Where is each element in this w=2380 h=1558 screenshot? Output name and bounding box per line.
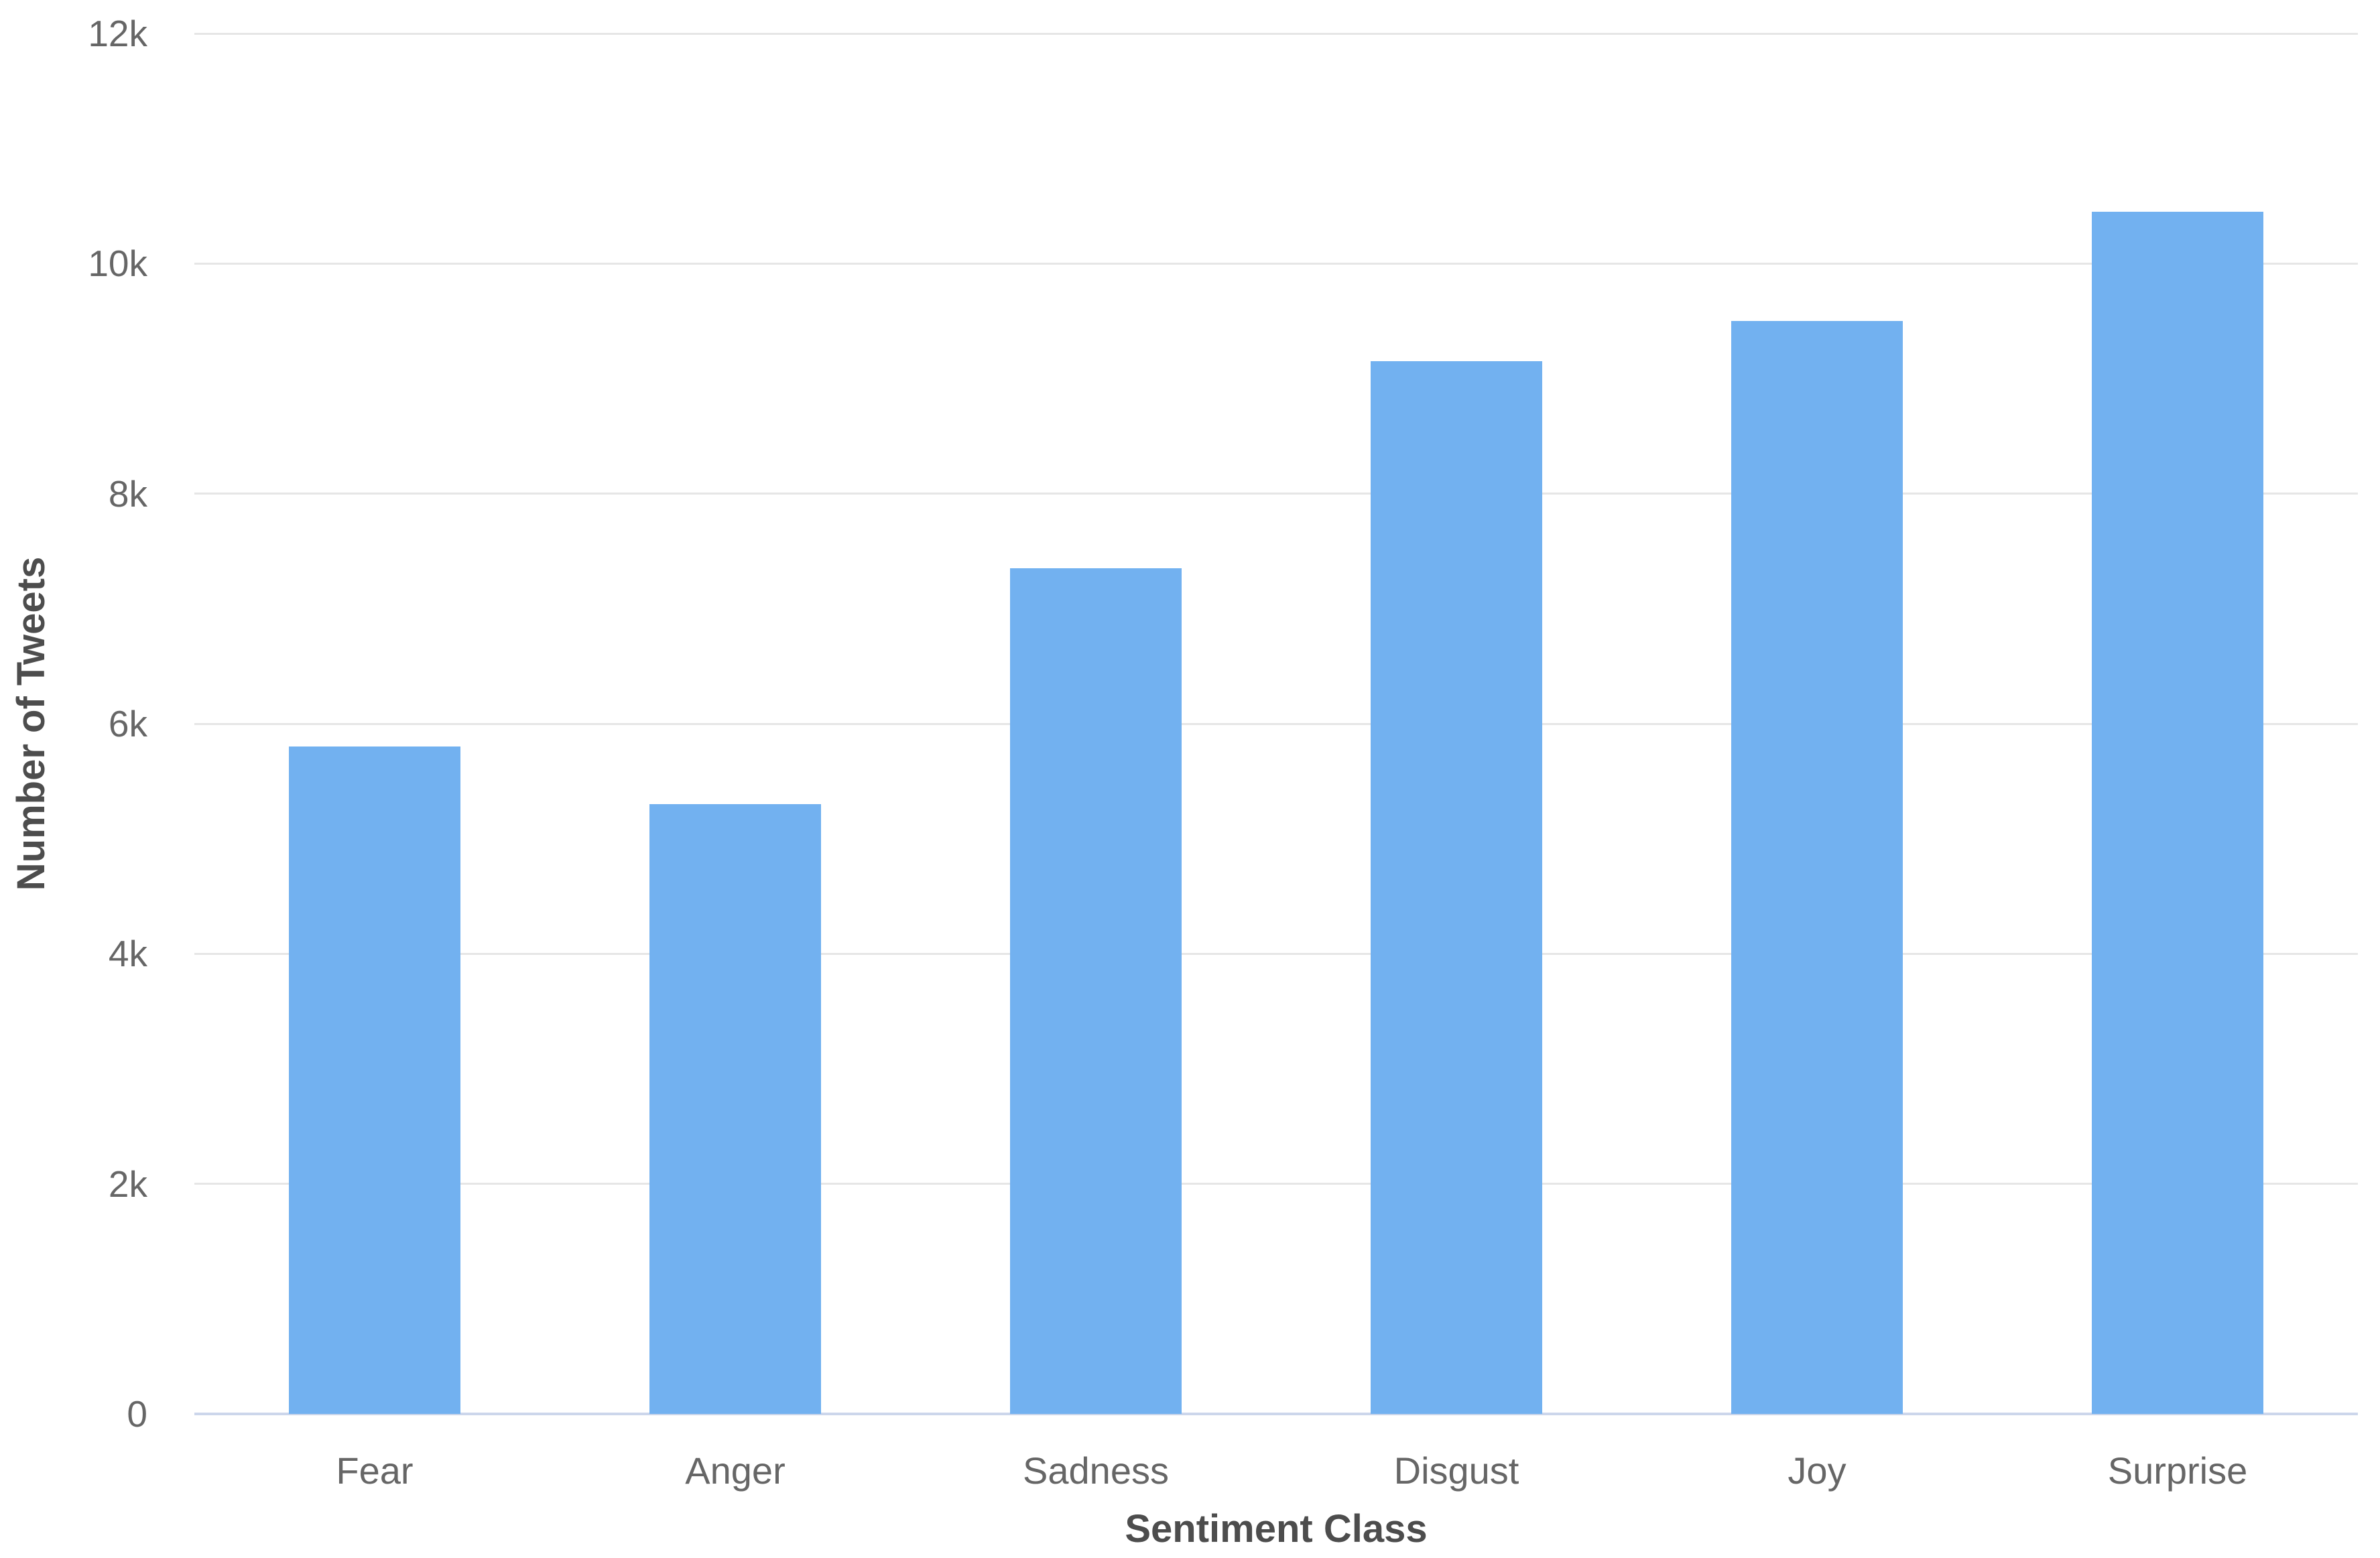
y-tick-label: 6k [108,703,147,744]
x-axis-title: Sentiment Class [1125,1507,1428,1551]
gridline [194,262,2358,265]
y-tick-label: 2k [108,1163,147,1205]
x-axis-line [194,1413,2358,1415]
bar-disgust[interactable] [1371,361,1542,1414]
y-tick-label: 10k [88,243,147,285]
plot-area [194,32,2358,1415]
bar-fear[interactable] [289,746,460,1414]
x-tick-label-anger: Anger [685,1449,786,1492]
gridline [194,493,2358,495]
bar-anger[interactable] [649,804,821,1414]
x-tick-label-sadness: Sadness [1023,1449,1169,1492]
y-tick-label: 8k [108,472,147,515]
y-tick-label: 4k [108,933,147,975]
gridline [194,1183,2358,1185]
gridline [194,722,2358,725]
x-tick-label-disgust: Disgust [1393,1449,1519,1492]
x-tick-label-fear: Fear [336,1449,414,1492]
y-tick-label: 12k [88,13,147,54]
bar-surprise[interactable] [2092,212,2263,1414]
gridline [194,32,2358,35]
bar-joy[interactable] [1731,321,1903,1414]
x-tick-label-joy: Joy [1788,1449,1846,1492]
bar-sadness[interactable] [1010,568,1182,1414]
x-tick-label-surprise: Surprise [2107,1449,2248,1492]
y-tick-label: 0 [127,1393,147,1435]
gridline [194,952,2358,955]
